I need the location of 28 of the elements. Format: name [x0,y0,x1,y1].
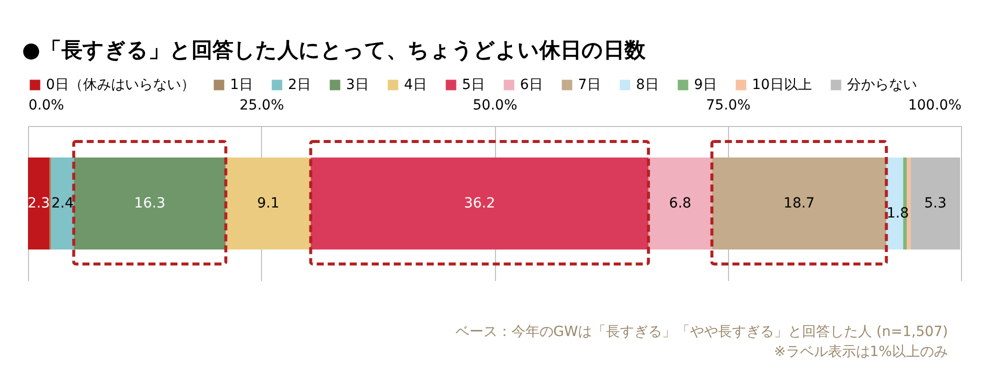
legend-label: 4日 [404,77,427,93]
data-label: 2.3 [28,196,50,212]
data-label: 36.2 [464,196,496,212]
legend-label: 1日 [230,77,253,93]
x-tick-label: 25.0% [240,98,284,114]
x-tick-label: 100.0% [908,98,962,114]
data-label: 18.7 [784,196,815,212]
legend-label: 0日（休みはいらない） [46,77,195,93]
data-label: 9.1 [257,196,280,212]
text: ※ラベル表示は1%以上のみ [773,343,948,362]
data-label: 5.3 [924,196,946,212]
data-label: 16.3 [134,196,166,212]
chart-title: ●「長すぎる」と回答した人にとって、ちょうどよい休日の日数 [22,37,646,64]
legend-label: 8日 [636,77,659,93]
legend-label: 分からない [847,77,917,93]
legend-label: 7日 [578,77,601,93]
data-label: 1.8 [886,206,909,222]
text: ベース：今年のGWは「長すぎる」「やや長すぎる」と回答した人 (n=1,507) [455,323,948,342]
x-tick-label: 0.0% [28,98,64,114]
legend-label: 9日 [694,77,717,93]
x-tick-label: 75.0% [706,98,750,114]
x-tick-label: 50.0% [472,98,518,114]
data-label: 6.8 [669,196,692,212]
legend-label: 5日 [462,77,485,93]
legend-label: 6日 [520,77,543,93]
legend-label: 2日 [288,77,311,93]
legend-label: 3日 [346,77,369,93]
data-label: 2.4 [51,196,74,212]
